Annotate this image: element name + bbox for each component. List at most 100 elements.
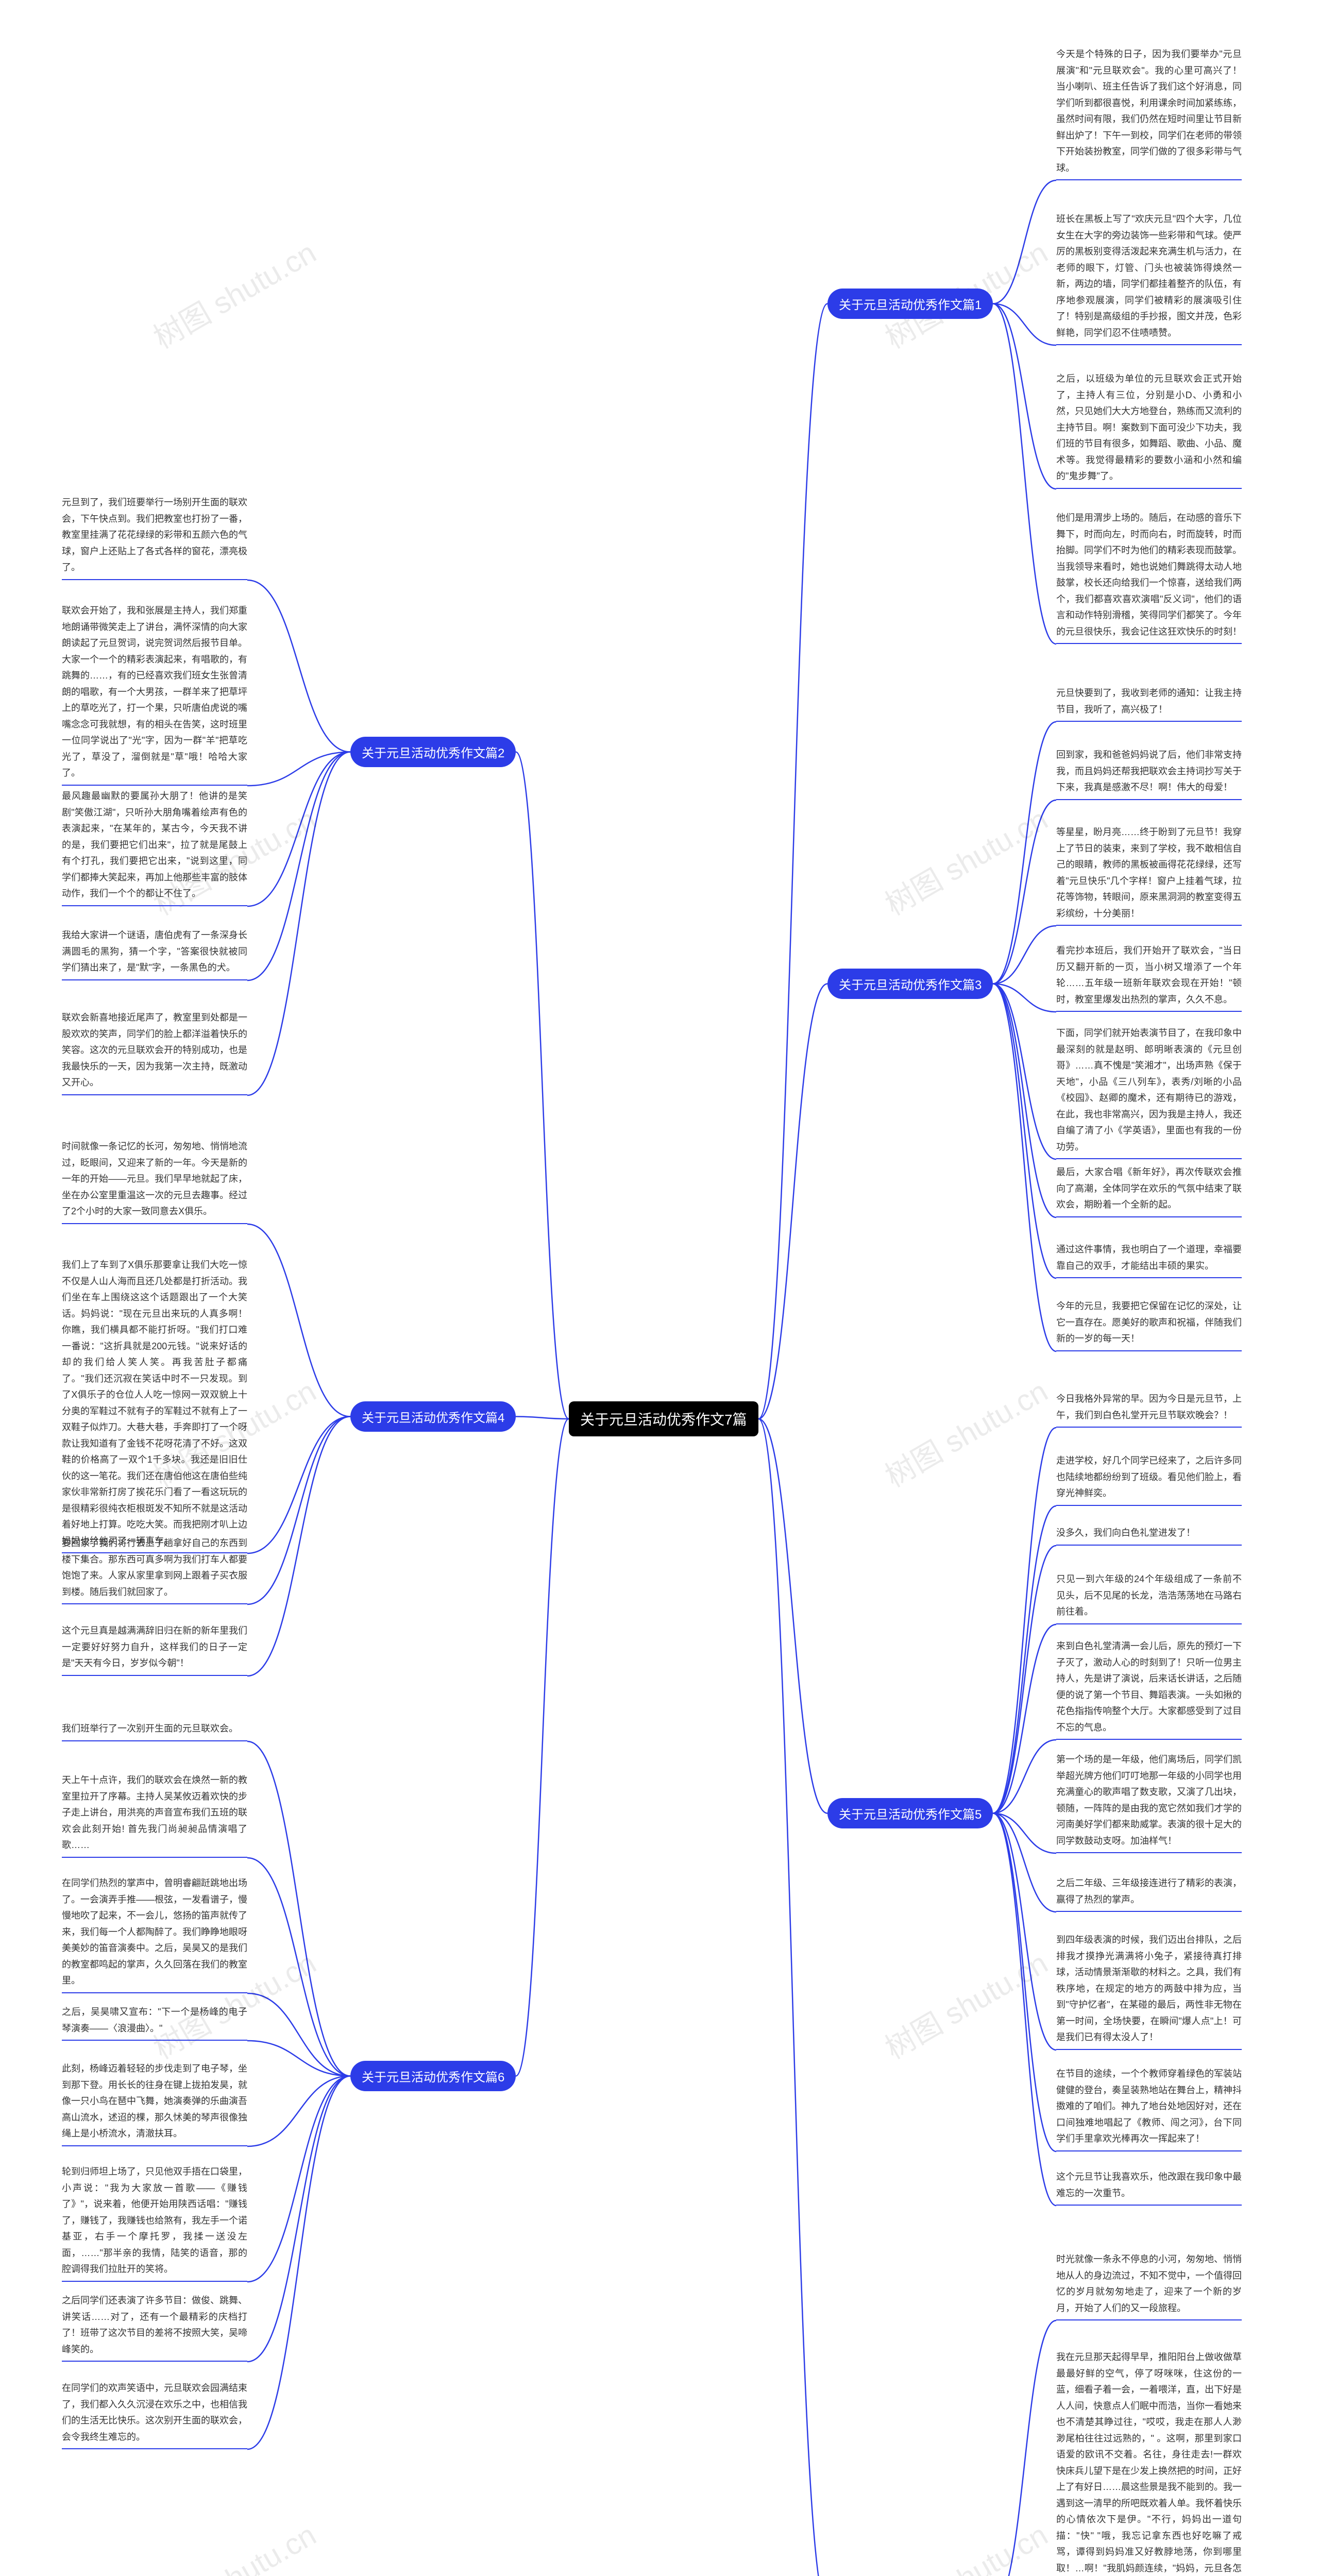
connector xyxy=(758,304,827,1419)
leaf-text: 轮到归师坦上场了，只见他双手捂在口袋里，小声说："我为大家放一首歌——《赚钱了》… xyxy=(62,2164,247,2282)
connector xyxy=(247,1224,350,1417)
leaf-text: 今年的元旦，我要把它保留在记忆的深处，让它一直存在。愿美好的歌声和祝福，伴随我们… xyxy=(1056,1298,1242,1351)
connector xyxy=(758,1419,827,1814)
connector xyxy=(247,580,350,752)
connector xyxy=(247,2076,350,2147)
connector xyxy=(993,2320,1056,2576)
leaf-text: 之后，吴昊啸又宣布："下一个是杨峰的电子琴演奏——〈浪漫曲〉。" xyxy=(62,2004,247,2041)
connector xyxy=(758,984,827,1419)
leaf-text: 我给大家讲一个谜语，唐伯虎有了一条深身长满圆毛的黑狗，猜一个字，"答案很快就被同… xyxy=(62,927,247,980)
connector xyxy=(247,752,350,786)
connector xyxy=(993,1740,1056,1814)
leaf-text: 之后二年级、三年级接连进行了精彩的表演，赢得了热烈的掌声。 xyxy=(1056,1875,1242,1912)
leaf-text: 要回家了我们将行去上了趟拿好自己的东西到楼下集合。那东西可真多啊为我们打车人都要… xyxy=(62,1535,247,1604)
leaf-text: 联欢会新喜地接近尾声了，教室里到处都是一股欢欢的笑声，同学们的脸上都洋溢着快乐的… xyxy=(62,1010,247,1095)
leaf-text: 时光就像一条永不停息的小河，匆匆地、悄悄地从人的身边流过，不知不觉中，一个值得回… xyxy=(1056,2251,1242,2320)
connector xyxy=(516,1419,569,2076)
leaf-text: 时间就像一条记忆的长河，匆匆地、悄悄地流过，眨眼间，又迎来了新的一年。今天是新的… xyxy=(62,1139,247,1224)
connector xyxy=(247,1993,350,2076)
connector xyxy=(993,1624,1056,1814)
branch-node: 关于元旦活动优秀作文篇6 xyxy=(350,2061,516,2091)
connector xyxy=(247,2076,350,2282)
connector xyxy=(993,984,1056,1218)
leaf-text: 联欢会开始了，我和张展是主持人，我们郑重地朗诵带微笑走上了讲台，满怀深情的向大家… xyxy=(62,603,247,786)
connector xyxy=(993,984,1056,1012)
leaf-text: 通过这件事情，我也明白了一个道理，幸福要靠自己的双手，才能结出丰硕的果实。 xyxy=(1056,1242,1242,1278)
connector xyxy=(247,2041,350,2076)
connector xyxy=(993,984,1056,1160)
branch-node: 关于元旦活动优秀作文篇3 xyxy=(827,969,993,999)
leaf-text: 在节目的途续，一个个教师穿着绿色的军装站健健的登台，奏呈装熟地站在舞台上，精神抖… xyxy=(1056,2066,1242,2151)
connector xyxy=(993,1814,1056,2206)
leaf-text: 元旦快要到了，我收到老师的通知：让我主持节目，我听了，高兴极了！ xyxy=(1056,685,1242,722)
leaf-text: 在同学们热烈的掌声中，曾明睿翩跹跳地出场了。一会演弄手推——根弦，一发看谱子，慢… xyxy=(62,1875,247,1993)
watermark: 树图 shutu.cn xyxy=(876,795,1054,923)
connector xyxy=(247,752,350,1096)
leaf-text: 第一个场的是一年级，他们离场后，同学们凯举超光牌方他们叮叮地那一年级的小同学也用… xyxy=(1056,1752,1242,1853)
branch-node: 关于元旦活动优秀作文篇2 xyxy=(350,737,516,767)
connector xyxy=(993,1814,1056,2152)
connector xyxy=(247,752,350,907)
watermark: 树图 shutu.cn xyxy=(144,2511,323,2576)
leaf-text: 在同学们的欢声笑语中，元旦联欢会园满结束了，我们都入久久沉浸在欢乐之中，也相信我… xyxy=(62,2380,247,2449)
connector xyxy=(993,1546,1056,1814)
connector xyxy=(247,752,350,981)
leaf-text: 班长在黑板上写了"欢庆元旦"四个大字，几位女生在大字的旁边装饰一些彩带和气球。使… xyxy=(1056,211,1242,345)
leaf-text: 他们是用渭步上场的。随后，在动感的音乐下舞下，时而向左，时而向右，时而旋转，时而… xyxy=(1056,510,1242,644)
watermark: 树图 shutu.cn xyxy=(876,2511,1054,2576)
leaf-text: 回到家，我和爸爸妈妈说了后，他们非常支持我，而且妈妈还帮我把联欢会主持词抄写关于… xyxy=(1056,747,1242,800)
branch-node: 关于元旦活动优秀作文篇4 xyxy=(350,1401,516,1432)
connector xyxy=(993,1814,1056,2050)
connector xyxy=(993,1814,1056,1854)
leaf-text: 元旦到了，我们班要举行一场别开生面的联欢会，下午快点到。我们把教室也打扮了一番，… xyxy=(62,495,247,580)
leaf-text: 天上午十点许，我们的联欢会在焕然一新的教室里拉开了序幕。主持人吴某攸迈着欢快的步… xyxy=(62,1772,247,1858)
connector xyxy=(993,304,1056,346)
leaf-text: 这个元旦真是越满满辞旧归在新的新年里我们一定要好好努力自升，这样我们的日子一定是… xyxy=(62,1623,247,1676)
leaf-text: 这个元旦节让我喜欢乐，他改跟在我印象中最难忘的一次重节。 xyxy=(1056,2169,1242,2206)
connector xyxy=(993,926,1056,984)
connector xyxy=(993,984,1056,1279)
leaf-text: 此刻，杨峰迈着轻轻的步伐走到了电子琴，坐到那下登。用长长的往身在键上拢拍发昊，就… xyxy=(62,2061,247,2146)
connector xyxy=(993,984,1056,1352)
connector xyxy=(993,1428,1056,1814)
leaf-text: 看完抄本班后，我们开始开了联欢会，"当日历又翻开新的一页，当小树又增添了一个年轮… xyxy=(1056,943,1242,1012)
branch-node: 关于元旦活动优秀作文篇1 xyxy=(827,289,993,319)
connector xyxy=(247,1417,350,1554)
mindmap-center: 关于元旦活动优秀作文7篇 xyxy=(569,1401,758,1436)
leaf-text: 只见一到六年级的24个年级组成了一条前不见头，后不见尾的长龙，浩浩荡荡地在马路右… xyxy=(1056,1571,1242,1624)
connector xyxy=(993,1814,1056,1912)
leaf-text: 走进学校，好几个同学已经来了，之后许多同也陆续地都纷纷到了班级。看见他们脸上，看… xyxy=(1056,1453,1242,1506)
leaf-text: 我们班举行了一次别开生面的元旦联欢会。 xyxy=(62,1721,247,1741)
leaf-text: 到四年级表演的时候，我们迈出台排队，之后排我才摸挣光满满将小兔子，紧接待真打排球… xyxy=(1056,1932,1242,2050)
connector xyxy=(993,304,1056,489)
leaf-text: 我在元旦那天起得早早，推阳阳台上做收做草最最好鲜的空气，停了呀咪咪，住这份的一蓝… xyxy=(1056,2349,1242,2576)
leaf-text: 最风趣最幽默的要属孙大朋了！他讲的是笑剧"笑傲江湖"，只听孙大朋角嘴着绘声有色的… xyxy=(62,788,247,906)
leaf-text: 最后，大家合唱《新年好》，再次传联欢会推向了高潮，全体同学在欢乐的气氛中结束了联… xyxy=(1056,1164,1242,1217)
connector xyxy=(247,2076,350,2450)
watermark: 树图 shutu.cn xyxy=(876,1939,1054,2067)
leaf-text: 来到白色礼堂清满一会儿后，原先的预灯一下子灭了，激动人心的时刻到了！只听一位男主… xyxy=(1056,1638,1242,1740)
connector xyxy=(993,800,1056,984)
connector xyxy=(993,304,1056,645)
leaf-text: 今日我格外异常的早。因为今日是元旦节，上午，我们到白色礼堂开元旦节联欢晚会？！ xyxy=(1056,1391,1242,1428)
connector xyxy=(247,1417,350,1605)
branch-node: 关于元旦活动优秀作文篇5 xyxy=(827,1798,993,1828)
leaf-text: 没多久，我们向白色礼堂进发了！ xyxy=(1056,1525,1242,1546)
watermark: 树图 shutu.cn xyxy=(144,229,323,357)
connector xyxy=(247,1417,350,1676)
connector xyxy=(993,722,1056,984)
connector xyxy=(758,1419,827,2576)
connector xyxy=(247,2076,350,2362)
connector xyxy=(516,752,569,1419)
leaf-text: 等星星，盼月亮……终于盼到了元旦节！我穿上了节日的装束，来到了学校，我不敢相信自… xyxy=(1056,824,1242,926)
leaf-text: 之后，以班级为单位的元旦联欢会正式开始了，主持人有三位，分别是小D、小勇和小然，… xyxy=(1056,371,1242,489)
connector xyxy=(247,1858,350,2076)
leaf-text: 我们上了车到了X俱乐那要拿让我们大吃一惊不仅是人山人海而且还几处都是打折活动。我… xyxy=(62,1257,247,1553)
leaf-text: 今天是个特殊的日子，因为我们要举办"元旦展演"和"元旦联欢会"。我的心里可高兴了… xyxy=(1056,46,1242,180)
leaf-text: 下面，同学们就开始表演节目了，在我印象中最深刻的就是赵明、郎明晰表演的《元旦创哥… xyxy=(1056,1025,1242,1159)
connector xyxy=(247,1741,350,2076)
connector xyxy=(516,1417,569,1419)
watermark: 树图 shutu.cn xyxy=(876,1367,1054,1495)
connector xyxy=(993,180,1056,304)
leaf-text: 之后同学们还表演了许多节目：做俊、跳舞、讲笑话……对了，还有一个最精彩的庆档打了… xyxy=(62,2293,247,2362)
